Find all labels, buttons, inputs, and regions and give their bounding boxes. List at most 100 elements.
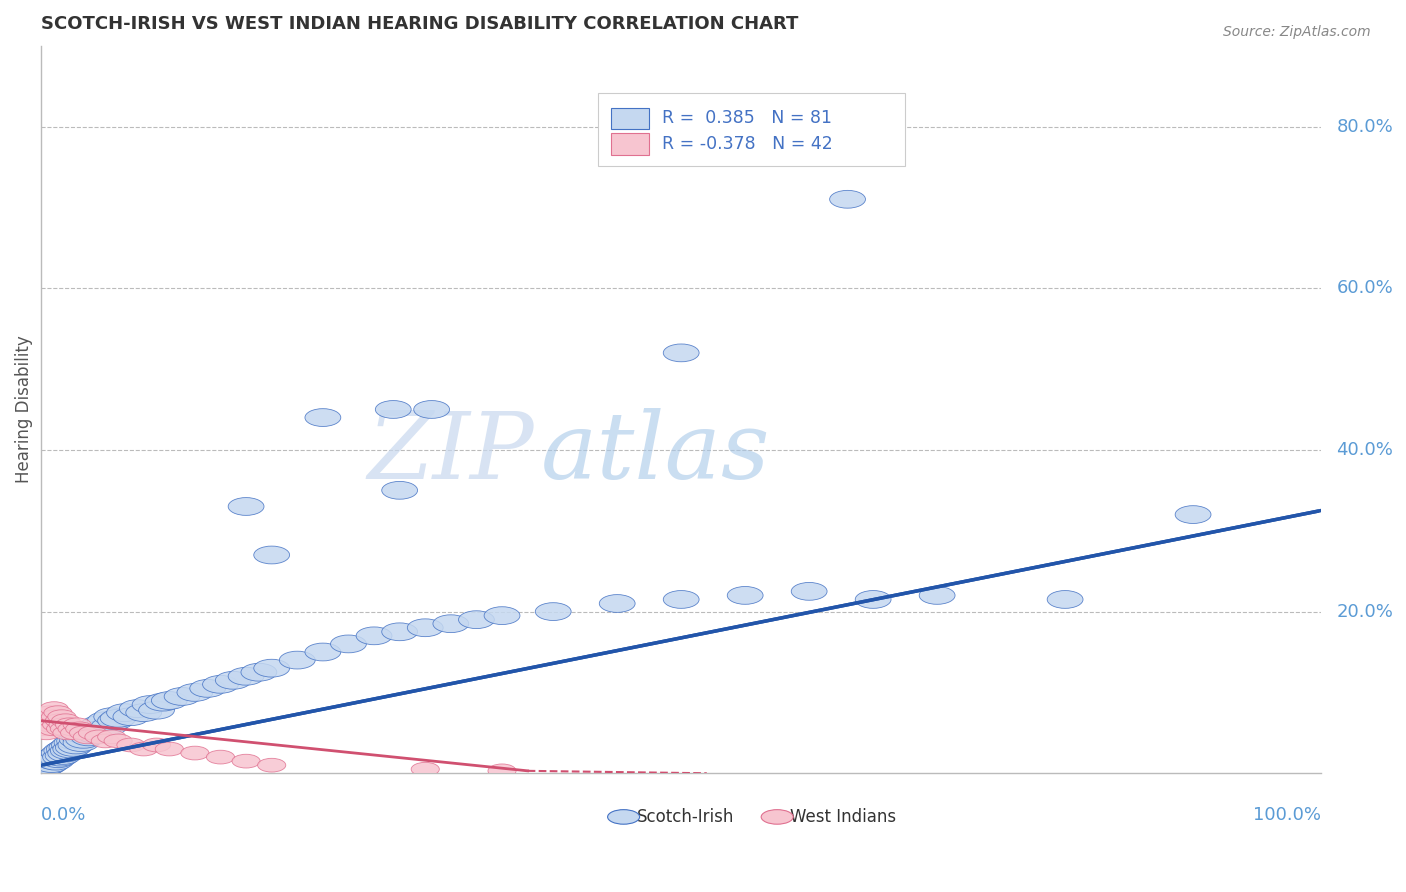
Ellipse shape — [228, 498, 264, 516]
Ellipse shape — [25, 756, 62, 774]
Ellipse shape — [1047, 591, 1083, 608]
Ellipse shape — [100, 709, 136, 727]
Ellipse shape — [53, 726, 82, 739]
Ellipse shape — [39, 702, 69, 715]
Ellipse shape — [408, 619, 443, 637]
Ellipse shape — [41, 710, 69, 723]
Text: 40.0%: 40.0% — [1337, 441, 1393, 458]
Ellipse shape — [44, 742, 80, 759]
Ellipse shape — [356, 627, 392, 645]
Text: 80.0%: 80.0% — [1337, 118, 1393, 136]
Ellipse shape — [97, 730, 125, 744]
Text: West Indians: West Indians — [790, 808, 896, 826]
Ellipse shape — [165, 688, 200, 706]
Ellipse shape — [49, 718, 77, 731]
Ellipse shape — [253, 546, 290, 564]
Ellipse shape — [69, 726, 97, 739]
Ellipse shape — [232, 755, 260, 768]
Ellipse shape — [177, 683, 212, 701]
Ellipse shape — [84, 720, 121, 738]
Ellipse shape — [59, 731, 96, 748]
Ellipse shape — [607, 810, 640, 824]
Ellipse shape — [53, 733, 90, 751]
Ellipse shape — [142, 738, 170, 752]
Ellipse shape — [28, 718, 56, 731]
Ellipse shape — [228, 667, 264, 685]
Ellipse shape — [48, 710, 76, 723]
Text: 0.0%: 0.0% — [41, 806, 87, 824]
Ellipse shape — [72, 723, 108, 740]
Ellipse shape — [488, 764, 516, 778]
Ellipse shape — [55, 739, 91, 756]
Ellipse shape — [51, 722, 79, 736]
Ellipse shape — [28, 758, 65, 776]
Ellipse shape — [145, 693, 181, 711]
Text: R =  0.385   N = 81: R = 0.385 N = 81 — [662, 110, 832, 128]
Ellipse shape — [34, 710, 62, 723]
Ellipse shape — [664, 344, 699, 362]
Ellipse shape — [104, 734, 132, 747]
Ellipse shape — [155, 742, 183, 756]
Ellipse shape — [120, 699, 155, 717]
Ellipse shape — [253, 659, 290, 677]
Ellipse shape — [65, 725, 100, 743]
Ellipse shape — [69, 724, 104, 742]
Ellipse shape — [39, 750, 76, 768]
Ellipse shape — [60, 726, 89, 739]
Ellipse shape — [46, 740, 83, 758]
Ellipse shape — [132, 696, 169, 714]
Ellipse shape — [63, 718, 91, 731]
Ellipse shape — [35, 751, 70, 769]
Ellipse shape — [37, 748, 72, 766]
Ellipse shape — [830, 190, 866, 208]
Ellipse shape — [37, 706, 65, 720]
Ellipse shape — [82, 716, 117, 733]
Ellipse shape — [112, 707, 149, 725]
Ellipse shape — [152, 691, 187, 709]
Ellipse shape — [45, 747, 82, 764]
Ellipse shape — [58, 722, 86, 736]
Ellipse shape — [855, 591, 891, 608]
Ellipse shape — [375, 401, 411, 418]
Ellipse shape — [38, 752, 73, 770]
Ellipse shape — [34, 755, 69, 772]
Ellipse shape — [382, 623, 418, 640]
Ellipse shape — [107, 704, 142, 722]
Text: ZIP: ZIP — [367, 409, 534, 498]
Ellipse shape — [75, 720, 111, 738]
Ellipse shape — [305, 643, 340, 661]
Ellipse shape — [48, 744, 83, 762]
Ellipse shape — [536, 603, 571, 621]
Ellipse shape — [55, 718, 83, 731]
Ellipse shape — [920, 587, 955, 604]
Ellipse shape — [70, 728, 107, 746]
Ellipse shape — [39, 747, 75, 764]
Ellipse shape — [240, 664, 277, 681]
Text: 60.0%: 60.0% — [1337, 279, 1393, 297]
Ellipse shape — [46, 722, 75, 736]
Text: SCOTCH-IRISH VS WEST INDIAN HEARING DISABILITY CORRELATION CHART: SCOTCH-IRISH VS WEST INDIAN HEARING DISA… — [41, 15, 799, 33]
Text: Source: ZipAtlas.com: Source: ZipAtlas.com — [1223, 25, 1371, 39]
Ellipse shape — [280, 651, 315, 669]
Text: 20.0%: 20.0% — [1337, 603, 1393, 621]
Ellipse shape — [202, 675, 239, 693]
Ellipse shape — [761, 810, 793, 824]
Ellipse shape — [305, 409, 340, 426]
Ellipse shape — [62, 728, 97, 746]
Ellipse shape — [32, 750, 69, 768]
Ellipse shape — [664, 591, 699, 608]
Ellipse shape — [458, 611, 495, 629]
Ellipse shape — [1175, 506, 1211, 524]
Text: Scotch-Irish: Scotch-Irish — [637, 808, 734, 826]
Ellipse shape — [94, 707, 129, 725]
Ellipse shape — [727, 587, 763, 604]
Ellipse shape — [31, 714, 59, 728]
Ellipse shape — [382, 482, 418, 500]
Ellipse shape — [56, 732, 93, 750]
Ellipse shape — [91, 717, 127, 735]
Ellipse shape — [42, 718, 70, 731]
Text: R = -0.378   N = 42: R = -0.378 N = 42 — [662, 135, 832, 153]
FancyBboxPatch shape — [598, 93, 905, 166]
Text: atlas: atlas — [540, 409, 770, 498]
Ellipse shape — [30, 722, 58, 736]
